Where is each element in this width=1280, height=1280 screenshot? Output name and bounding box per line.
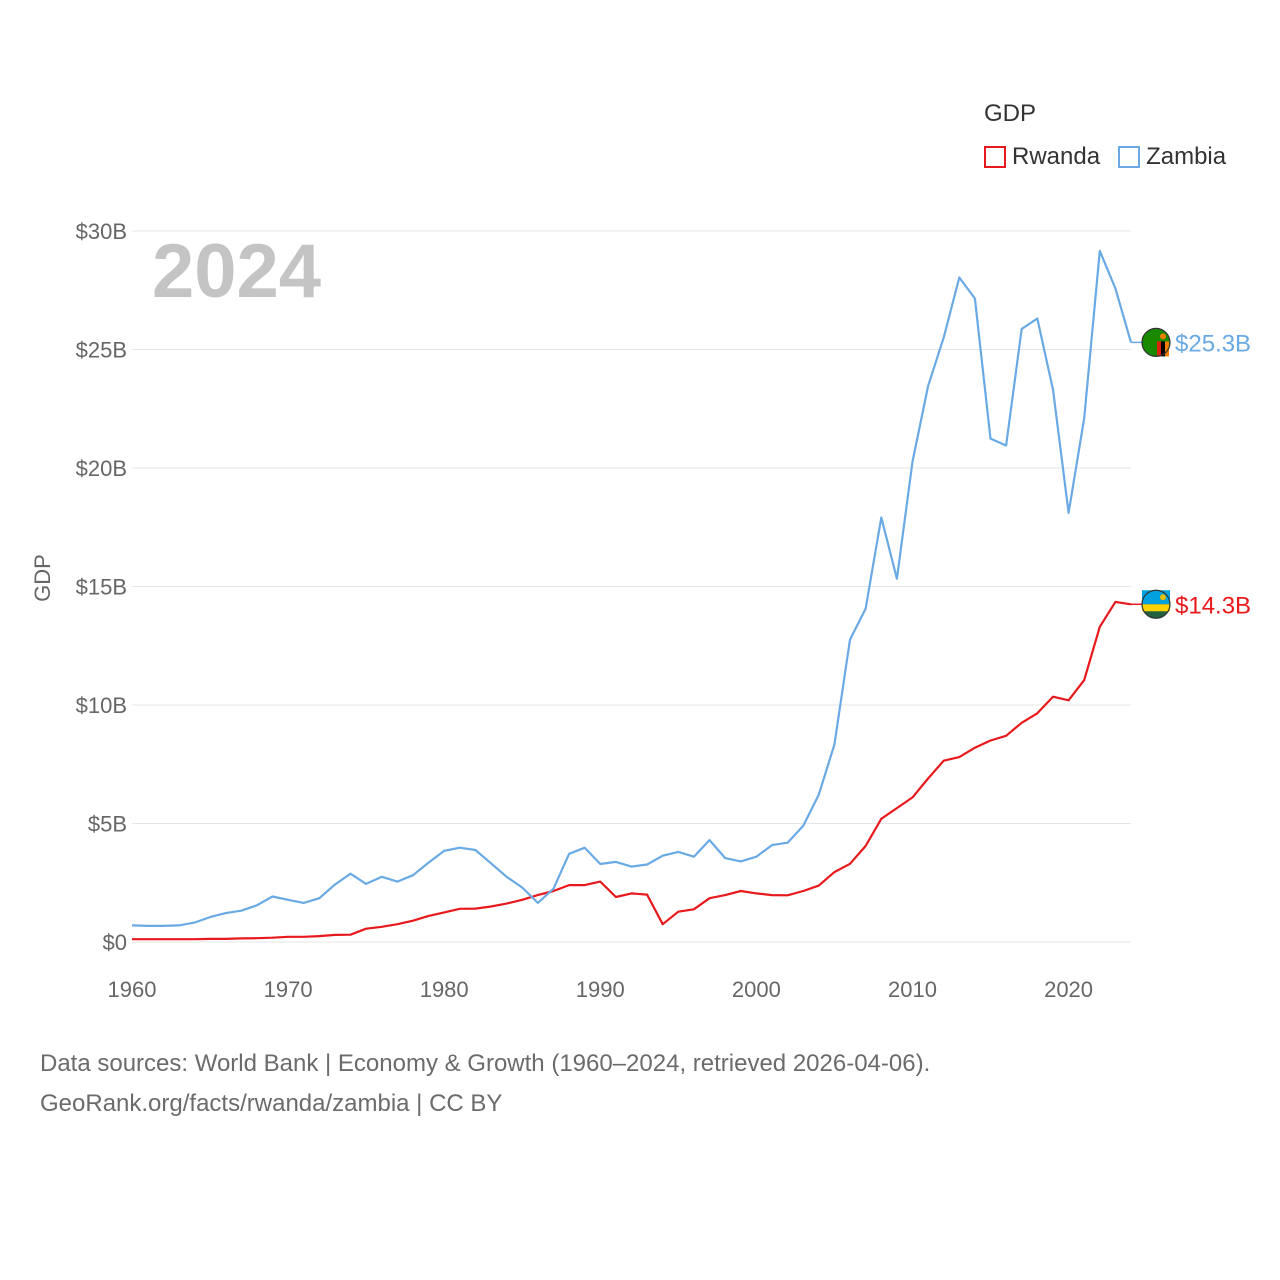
flag-rwanda-sun	[1160, 594, 1166, 601]
legend-label-zambia: Zambia	[1146, 143, 1227, 170]
flag-zambia-red	[1157, 341, 1161, 357]
y-tick-label: $0	[103, 930, 127, 955]
gridlines	[132, 230, 1131, 943]
y-tick-label: $15B	[76, 575, 127, 600]
end-value-label-rwanda: $14.3B	[1175, 592, 1251, 619]
y-tick-label: $5B	[88, 812, 127, 837]
x-tick-label: 2010	[888, 977, 937, 1002]
series-end-markers: $14.3B $25.3B	[1131, 327, 1251, 619]
footer-attribution: GeoRank.org/facts/rwanda/zambia | CC BY	[40, 1090, 503, 1117]
current-year-label: 2024	[152, 229, 322, 314]
series-line-zambia	[131, 249, 1133, 928]
x-tick-label: 1970	[264, 977, 313, 1002]
flag-rwanda-yellow	[1142, 604, 1170, 612]
legend-item-zambia[interactable]: Zambia	[1118, 143, 1226, 171]
flag-zambia-orange	[1165, 341, 1169, 357]
series-lines	[131, 249, 1133, 941]
x-tick-label: 1980	[420, 977, 469, 1002]
legend-item-rwanda[interactable]: Rwanda	[984, 143, 1100, 171]
footer-sources: Data sources: World Bank | Economy & Gro…	[40, 1050, 931, 1077]
x-tick-label: 1960	[108, 977, 157, 1002]
series-line-rwanda	[132, 600, 1132, 941]
x-axis-ticks: 1960 1970 1980 1990 2000 2010 2020	[108, 977, 1094, 1002]
y-tick-label: $25B	[76, 338, 127, 363]
flag-rwanda-blue	[1142, 590, 1170, 605]
flag-zambia-eagle	[1160, 333, 1166, 340]
legend: Rwanda Zambia	[984, 143, 1244, 171]
flag-icon-rwanda	[1141, 589, 1171, 619]
x-tick-label: 1990	[576, 977, 625, 1002]
legend-swatch-zambia	[1118, 146, 1141, 168]
y-tick-label: $30B	[76, 219, 127, 244]
legend-swatch-rwanda	[984, 146, 1006, 168]
flag-zambia-black	[1161, 341, 1165, 357]
legend-label-rwanda: Rwanda	[1012, 143, 1101, 170]
x-tick-label: 2000	[732, 977, 781, 1002]
footer: Data sources: World Bank | Economy & Gro…	[40, 1044, 930, 1124]
x-tick-label: 2020	[1044, 977, 1093, 1002]
flag-icon-zambia	[1141, 327, 1171, 357]
flag-outline-rwanda	[1141, 589, 1171, 619]
y-tick-label: $10B	[76, 693, 127, 718]
y-axis-label: GDP	[30, 554, 55, 602]
y-axis-ticks: $0 $5B $10B $15B $20B $25B $30B	[76, 219, 127, 955]
y-tick-label: $20B	[76, 456, 127, 481]
end-value-label-zambia: $25.3B	[1175, 330, 1251, 357]
legend-title: GDP	[984, 100, 1037, 127]
flag-outline-zambia	[1141, 327, 1171, 357]
